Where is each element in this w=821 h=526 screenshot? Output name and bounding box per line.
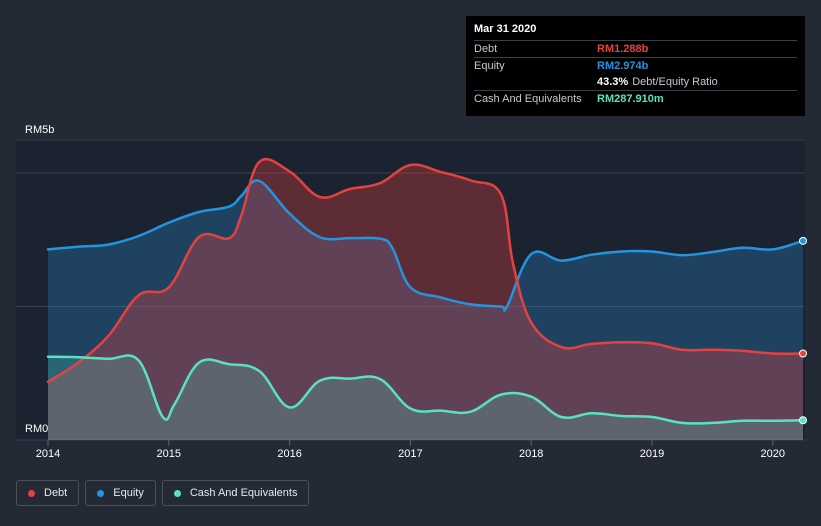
x-tick-label: 2018	[519, 448, 543, 460]
tooltip-ratio-label: Debt/Equity Ratio	[632, 76, 718, 88]
grid-lines	[16, 139, 805, 441]
tooltip-ratio-value: 43.3%	[597, 76, 629, 88]
tooltip-debt-label: Debt	[474, 43, 498, 55]
cash-end-point[interactable]	[799, 416, 807, 425]
tooltip: Mar 31 2020 Debt RM1.288b Equity RM2.974…	[466, 16, 805, 116]
legend-label-debt: Debt	[44, 487, 68, 499]
equity-end-point[interactable]	[799, 236, 807, 245]
cash-dot-icon	[173, 489, 181, 497]
tooltip-ratio-row: 43.3% Debt/Equity Ratio	[474, 74, 797, 90]
cash-line	[46, 354, 805, 425]
y-axis-top-label: RM5b	[25, 124, 54, 136]
tooltip-equity-value: RM2.974b	[597, 60, 649, 72]
y-axis-bottom-label: RM0	[25, 423, 48, 435]
x-tick-label: 2016	[277, 448, 301, 460]
tooltip-debt-value: RM1.288b	[597, 43, 649, 55]
legend: Debt Equity Cash And Equivalents	[16, 480, 310, 506]
legend-item-equity[interactable]: Equity	[85, 480, 156, 506]
equity-area	[48, 180, 803, 440]
tooltip-date: Mar 31 2020	[474, 23, 537, 35]
tooltip-equity-row: Equity RM2.974b	[474, 57, 797, 74]
debt-dot-icon	[28, 489, 35, 497]
tooltip-cash-label: Cash And Equivalents	[474, 93, 582, 105]
tooltip-cash-value: RM287.910m	[597, 93, 664, 105]
cash-area	[48, 355, 803, 440]
x-tick-label: 2019	[640, 448, 664, 460]
series-lines	[46, 157, 807, 425]
legend-label-equity: Equity	[113, 487, 144, 499]
equity-line	[46, 179, 805, 312]
debt-end-point[interactable]	[799, 349, 807, 358]
x-axis-ticks: 2014 2015 2016 2017 2018 2019 2020	[36, 440, 785, 460]
x-tick-label: 2020	[761, 448, 785, 460]
x-tick-label: 2014	[36, 448, 60, 460]
plot-background	[16, 140, 805, 440]
x-tick-label: 2017	[398, 448, 422, 460]
legend-label-cash: Cash And Equivalents	[189, 487, 298, 499]
legend-item-debt[interactable]: Debt	[16, 480, 80, 506]
tooltip-equity-label: Equity	[474, 60, 505, 72]
equity-dot-icon	[97, 489, 105, 497]
x-tick-label: 2015	[157, 448, 181, 460]
tooltip-cash-row: Cash And Equivalents RM287.910m	[474, 90, 797, 107]
tooltip-debt-row: Debt RM1.288b	[474, 40, 797, 57]
legend-item-cash[interactable]: Cash And Equivalents	[161, 480, 310, 506]
debt-line	[46, 157, 805, 384]
